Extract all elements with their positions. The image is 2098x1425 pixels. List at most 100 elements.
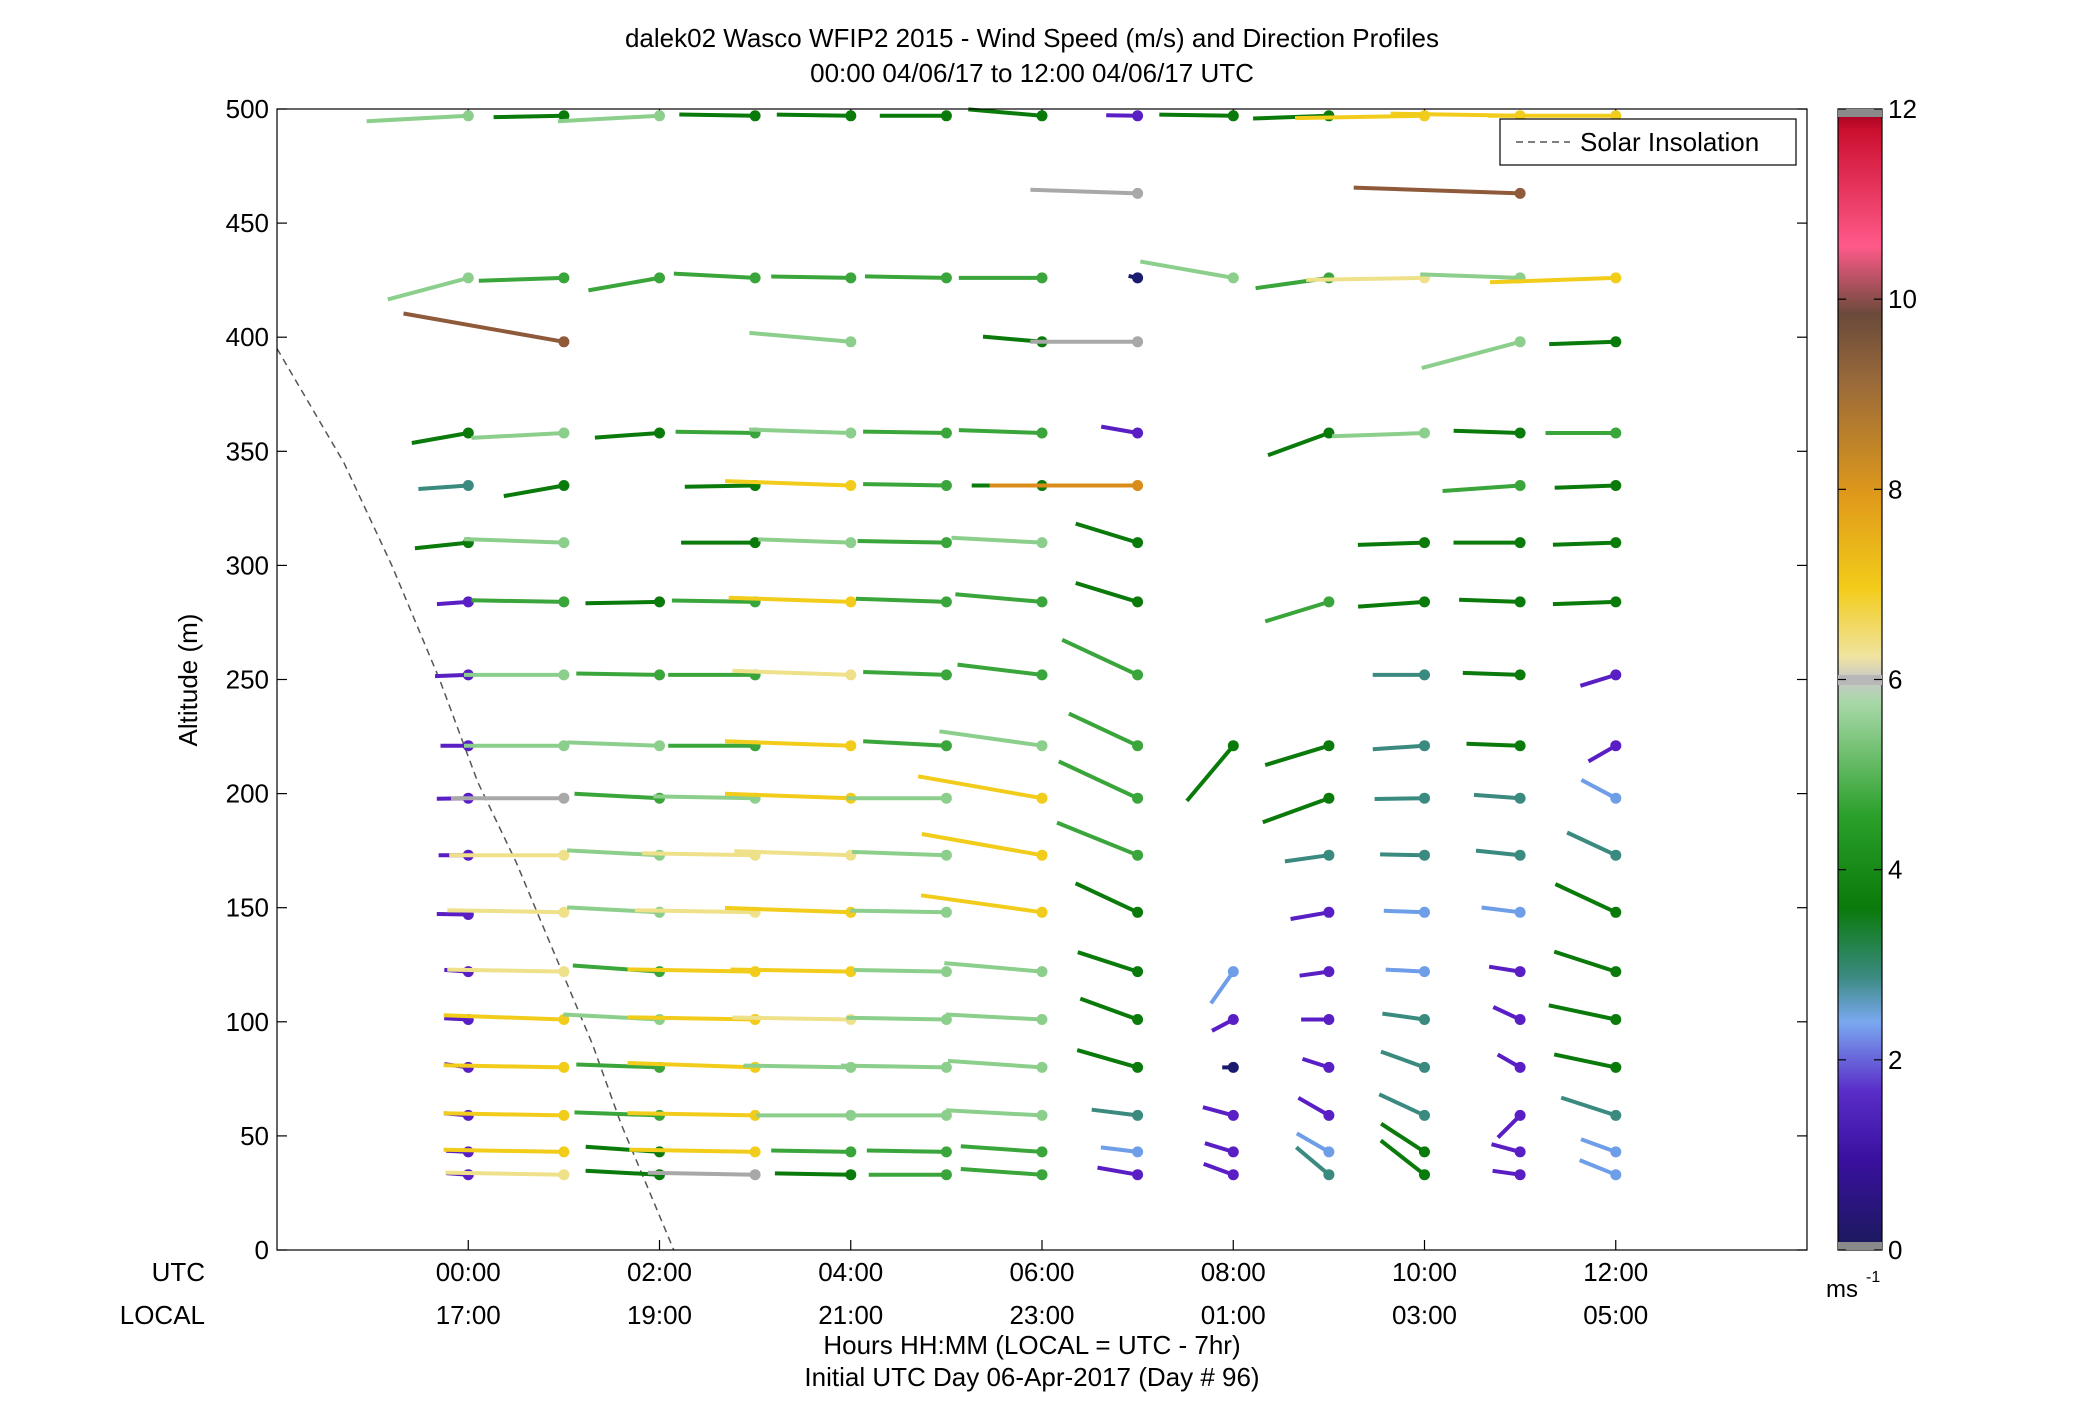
wind-barb-shaft bbox=[1552, 540, 1616, 547]
wind-barb bbox=[1496, 1052, 1526, 1073]
wind-barb bbox=[1357, 537, 1430, 549]
wind-barb-dot bbox=[1419, 669, 1430, 681]
wind-barb bbox=[436, 596, 474, 608]
wind-barb-dot bbox=[1419, 849, 1430, 861]
wind-barb-shaft bbox=[1420, 272, 1521, 280]
wind-barb-shaft bbox=[434, 672, 469, 679]
wind-barb bbox=[629, 1146, 761, 1158]
wind-barb-shaft bbox=[968, 107, 1043, 118]
wind-barb-shaft bbox=[732, 1015, 851, 1022]
wind-barb bbox=[958, 427, 1048, 439]
wind-barb-shaft bbox=[671, 598, 756, 604]
wind-barb-dot bbox=[940, 427, 952, 439]
wind-barb-dot bbox=[1610, 1146, 1622, 1158]
wind-barb bbox=[503, 480, 570, 499]
wind-barb-shaft bbox=[724, 479, 851, 488]
wind-barb bbox=[1211, 1014, 1239, 1033]
wind-barb bbox=[1100, 424, 1144, 439]
wind-barb bbox=[1374, 792, 1430, 804]
wind-barb bbox=[1492, 1005, 1526, 1025]
wind-barb-shaft bbox=[1264, 599, 1330, 624]
wind-barb-dot bbox=[1132, 669, 1144, 681]
wind-barb-shaft bbox=[642, 851, 756, 858]
wind-barb bbox=[955, 592, 1048, 608]
wind-barb bbox=[1552, 537, 1622, 549]
wind-barb-dot bbox=[1514, 849, 1526, 861]
wind-barb-shaft bbox=[1580, 778, 1617, 800]
wind-barb-dot bbox=[845, 1146, 857, 1158]
wind-barb bbox=[1579, 669, 1622, 688]
wind-barb bbox=[1566, 830, 1622, 861]
x-tick-label-local: 05:00 bbox=[1583, 1300, 1648, 1330]
wind-barb-shaft bbox=[675, 429, 756, 435]
wind-barb-shaft bbox=[863, 429, 947, 435]
wind-barb bbox=[1100, 1145, 1144, 1158]
wind-barbs bbox=[366, 107, 1622, 1181]
chart-subtitle: 00:00 04/06/17 to 12:00 04/06/17 UTC bbox=[810, 58, 1254, 88]
wind-barb-shaft bbox=[1075, 521, 1139, 545]
wind-barb bbox=[864, 272, 952, 284]
wind-barb bbox=[917, 774, 1048, 804]
wind-barb-dot bbox=[845, 537, 857, 549]
wind-barb bbox=[758, 537, 857, 549]
wind-barb bbox=[1301, 1014, 1335, 1025]
wind-barb-shaft bbox=[1209, 970, 1235, 1005]
wind-barb-dot bbox=[1132, 1109, 1144, 1121]
wind-barb-dot bbox=[1610, 1014, 1622, 1025]
wind-barb bbox=[647, 1169, 761, 1181]
wind-barb-dot bbox=[1610, 966, 1622, 978]
wind-barb-dot bbox=[1132, 906, 1144, 918]
wind-barb-shaft bbox=[734, 849, 851, 858]
wind-barb bbox=[464, 669, 570, 681]
x-axis-ticks: 00:00 17:00 02:00 19:00 04:00 21:00 06:00 23:00… bbox=[436, 109, 1648, 1330]
wind-barb-shaft bbox=[1100, 1145, 1138, 1154]
wind-barb-dot bbox=[1610, 427, 1622, 439]
wind-barb bbox=[1106, 110, 1144, 122]
wind-barb bbox=[732, 668, 857, 681]
wind-barb bbox=[1554, 480, 1622, 491]
wind-barb-shaft bbox=[1421, 339, 1521, 371]
wind-barb-dot bbox=[1036, 740, 1048, 752]
wind-barb bbox=[1380, 1122, 1430, 1158]
wind-barb-dot bbox=[1610, 596, 1622, 608]
wind-barb-shaft bbox=[471, 431, 565, 440]
wind-barb-dot bbox=[1514, 792, 1526, 804]
wind-barb bbox=[1481, 905, 1526, 918]
wind-barb bbox=[443, 1013, 570, 1025]
wind-barb bbox=[1552, 596, 1622, 608]
wind-barb-dot bbox=[940, 596, 952, 608]
wind-barb-shaft bbox=[955, 592, 1043, 604]
wind-barb-dot bbox=[1036, 966, 1048, 978]
wind-barb bbox=[366, 110, 474, 124]
wind-barb-dot bbox=[749, 1169, 761, 1181]
wind-barb-dot bbox=[1514, 1061, 1526, 1073]
wind-barb-shaft bbox=[1068, 711, 1139, 748]
wind-barb-shaft bbox=[647, 1170, 756, 1177]
wind-barb-dot bbox=[1132, 480, 1144, 491]
wind-barb-shaft bbox=[771, 1148, 851, 1154]
wind-barb-shaft bbox=[567, 740, 660, 748]
wind-barb-shaft bbox=[1030, 187, 1138, 196]
wind-barb-dot bbox=[749, 1109, 761, 1121]
wind-barb-dot bbox=[1514, 537, 1526, 549]
wind-barb-shaft bbox=[557, 113, 660, 124]
wind-barb bbox=[1295, 1145, 1335, 1181]
wind-barb-shaft bbox=[730, 967, 851, 974]
y-tick-label: 50 bbox=[240, 1121, 269, 1151]
wind-barb bbox=[1075, 521, 1144, 549]
wind-barb-shaft bbox=[724, 905, 851, 915]
y-tick-label: 300 bbox=[226, 550, 269, 580]
wind-barb-dot bbox=[654, 596, 665, 608]
wind-barb-dot bbox=[1610, 792, 1622, 804]
wind-barb bbox=[449, 849, 570, 861]
wind-barb bbox=[756, 1109, 857, 1121]
wind-barb-shaft bbox=[863, 739, 947, 748]
wind-barb-dot bbox=[1610, 1109, 1622, 1121]
x-tick-label-local: 21:00 bbox=[818, 1300, 883, 1330]
wind-barb bbox=[1380, 1049, 1430, 1073]
wind-barb bbox=[846, 792, 952, 804]
wind-barb-dot bbox=[1036, 1014, 1048, 1025]
wind-barb-shaft bbox=[1076, 1048, 1139, 1070]
wind-barb bbox=[1061, 637, 1144, 681]
